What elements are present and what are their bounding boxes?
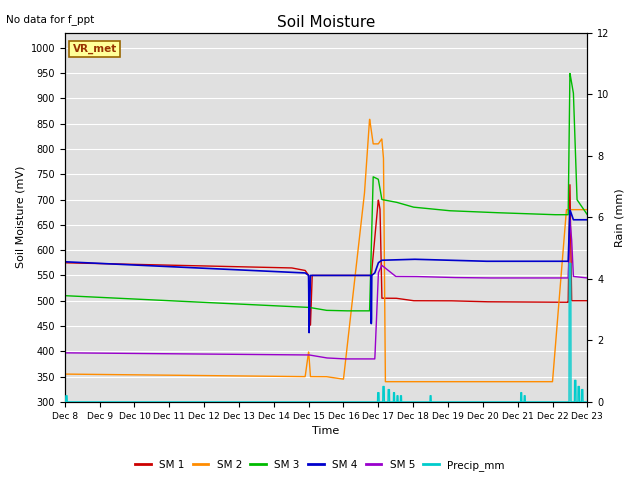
X-axis label: Time: Time — [312, 426, 340, 436]
Title: Soil Moisture: Soil Moisture — [277, 15, 375, 30]
Legend: SM 1, SM 2, SM 3, SM 4, SM 5, Precip_mm: SM 1, SM 2, SM 3, SM 4, SM 5, Precip_mm — [131, 456, 509, 475]
Text: No data for f_ppt: No data for f_ppt — [6, 14, 95, 25]
Y-axis label: Rain (mm): Rain (mm) — [615, 188, 625, 247]
Text: VR_met: VR_met — [72, 44, 117, 54]
Y-axis label: Soil Moisture (mV): Soil Moisture (mV) — [15, 166, 25, 268]
